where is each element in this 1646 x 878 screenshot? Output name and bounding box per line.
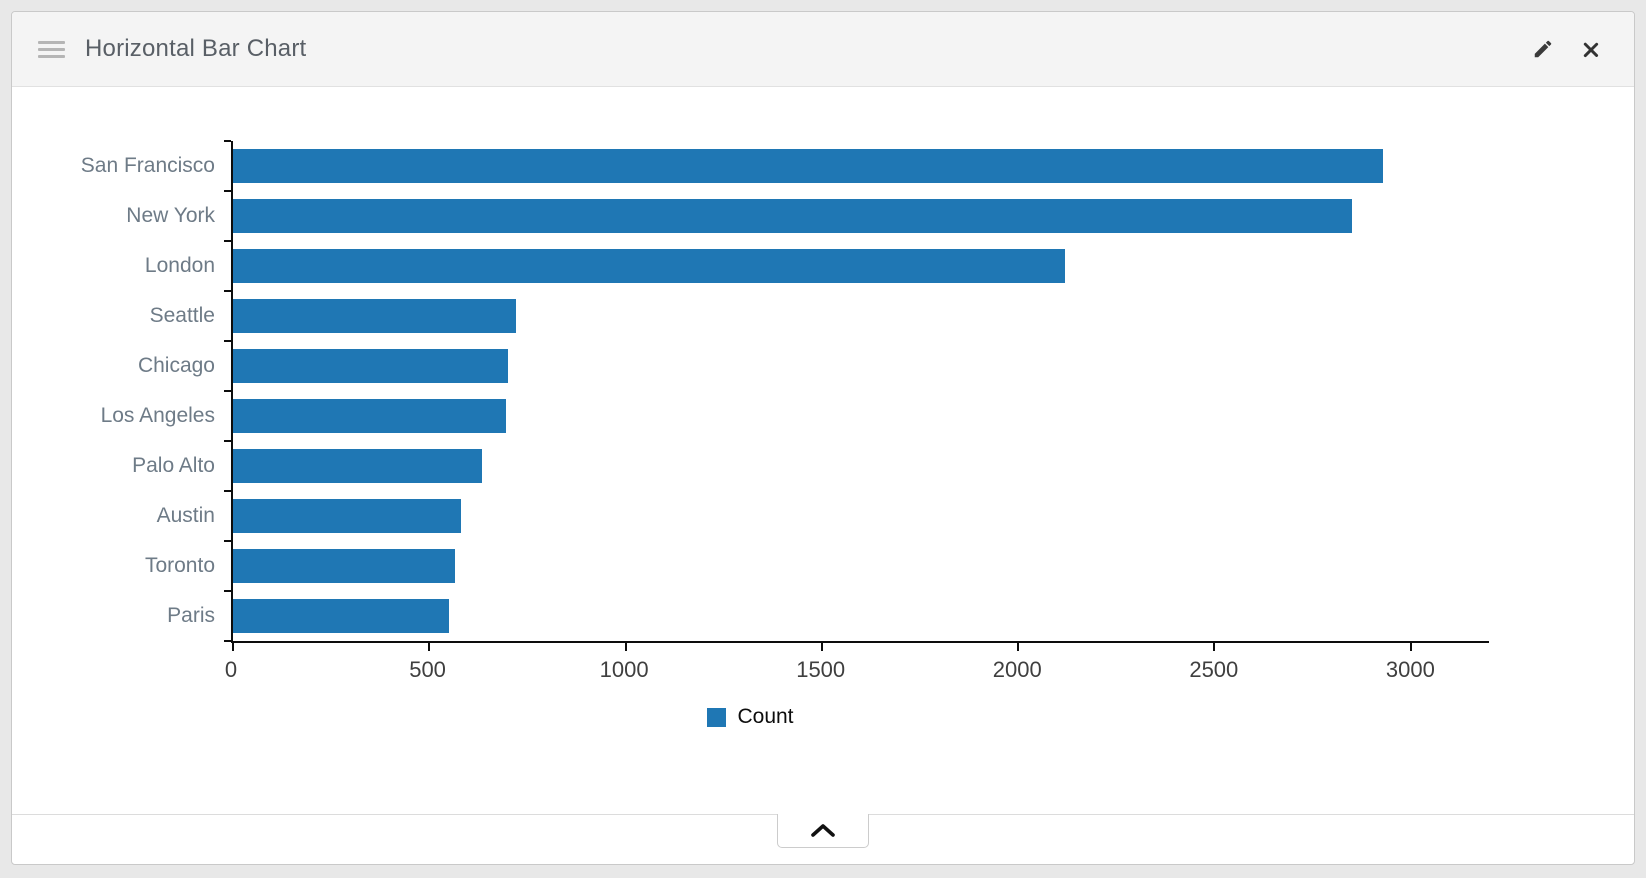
y-axis-label: Los Angeles xyxy=(100,404,215,427)
x-axis-label: 2500 xyxy=(1189,657,1239,682)
x-axis-label: 1500 xyxy=(796,657,846,682)
legend-swatch[interactable] xyxy=(707,707,727,727)
y-axis-label: London xyxy=(144,254,215,277)
panel-title: Horizontal Bar Chart xyxy=(85,35,307,62)
bar-row xyxy=(233,491,1489,541)
bar-paris[interactable] xyxy=(233,599,449,633)
y-axis-label: Paris xyxy=(167,604,215,627)
legend: Count xyxy=(12,705,1489,729)
y-axis-tick xyxy=(224,140,231,142)
y-axis-tick xyxy=(224,190,231,192)
bar-row xyxy=(233,591,1489,641)
x-axis-tick xyxy=(1017,643,1019,651)
x-axis-tick xyxy=(624,643,627,651)
y-axis-labels: San Francisco New York London Seattle Chicag… xyxy=(12,141,231,643)
edit-button[interactable] xyxy=(1528,34,1558,64)
x-axis-tick xyxy=(232,643,234,651)
bar-row xyxy=(233,141,1489,191)
bar-row xyxy=(233,341,1489,391)
bar-chart: San Francisco New York London Seattle Chicag… xyxy=(12,87,1634,814)
chart-widget-panel: Horizontal Bar Chart San Francisco New Yo… xyxy=(11,11,1635,865)
y-axis-tick xyxy=(224,490,231,492)
bar-chicago[interactable] xyxy=(233,349,508,383)
bar-row xyxy=(233,241,1489,291)
y-axis-label: Chicago xyxy=(137,354,215,377)
bar-new-york[interactable] xyxy=(233,199,1352,233)
y-axis-label: San Francisco xyxy=(80,154,215,177)
x-axis-label: 0 xyxy=(224,657,238,682)
bar-london[interactable] xyxy=(233,249,1066,283)
y-axis-tick xyxy=(224,540,231,542)
x-axis-tick xyxy=(820,643,823,651)
y-axis-tick xyxy=(224,440,231,442)
bar-row xyxy=(233,291,1489,341)
bar-seattle[interactable] xyxy=(233,299,516,333)
x-axis-label: 500 xyxy=(409,657,446,682)
x-axis-tick xyxy=(1409,643,1412,651)
y-axis-tick xyxy=(224,390,231,392)
chevron-up-icon xyxy=(810,823,836,838)
bar-austin[interactable] xyxy=(233,499,461,533)
bar-row xyxy=(233,191,1489,241)
y-axis-tick xyxy=(224,240,231,242)
legend-label: Count xyxy=(737,705,794,728)
y-axis-label: Seattle xyxy=(149,304,215,327)
x-axis-tick xyxy=(428,643,431,651)
pencil-icon xyxy=(1532,38,1554,60)
close-button[interactable] xyxy=(1576,34,1606,64)
bar-san-francisco[interactable] xyxy=(233,149,1384,183)
bar-row xyxy=(233,391,1489,441)
bar-palo-alto[interactable] xyxy=(233,449,483,483)
x-axis-label: 1000 xyxy=(599,657,649,682)
panel-footer xyxy=(12,814,1634,864)
y-axis-label: Palo Alto xyxy=(132,454,215,477)
y-axis-label: Toronto xyxy=(144,554,215,577)
x-axis-tick xyxy=(1213,643,1216,651)
y-axis-tick xyxy=(224,290,231,292)
y-axis-label: Austin xyxy=(156,504,215,527)
collapse-button[interactable] xyxy=(777,814,869,848)
y-axis-tick xyxy=(224,340,231,342)
close-icon xyxy=(1580,38,1602,60)
bar-row xyxy=(233,541,1489,591)
drag-handle-icon[interactable] xyxy=(38,40,65,58)
panel-header: Horizontal Bar Chart xyxy=(12,12,1634,87)
x-axis-labels: 0 500 1000 1500 2000 2500 3000 xyxy=(225,643,1489,691)
bar-toronto[interactable] xyxy=(233,549,455,583)
bar-los-angeles[interactable] xyxy=(233,399,506,433)
x-axis-label: 3000 xyxy=(1385,657,1435,682)
y-axis-label: New York xyxy=(126,204,215,227)
plot-area xyxy=(224,140,1489,651)
bar-row xyxy=(233,441,1489,491)
x-axis-label: 2000 xyxy=(992,657,1042,682)
y-axis-tick xyxy=(224,590,231,592)
y-axis-tick xyxy=(224,640,231,642)
